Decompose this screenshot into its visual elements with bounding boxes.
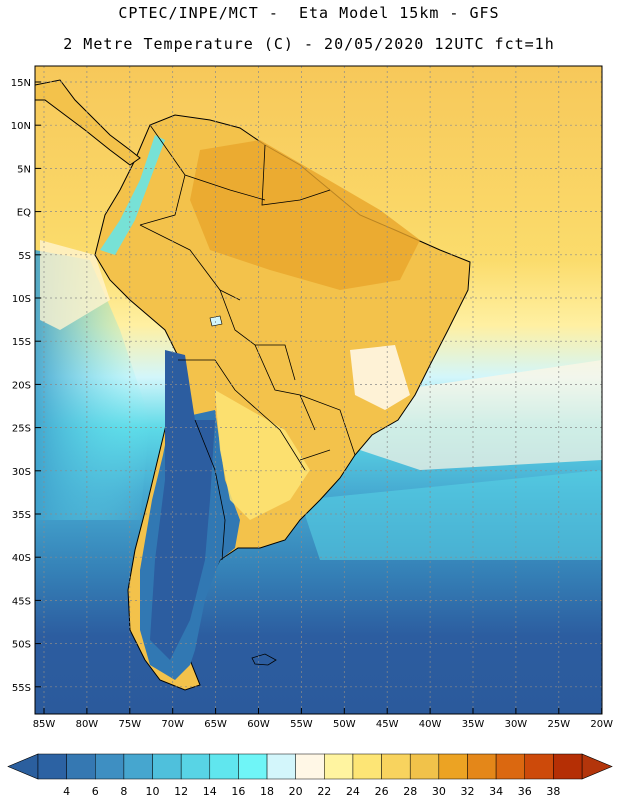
colorbar-label: 32 — [460, 785, 474, 798]
central-america-landmass — [35, 79, 141, 166]
colorbar-swatch — [295, 753, 325, 780]
colorbar-label: 30 — [432, 785, 446, 798]
colorbar-label: 16 — [231, 785, 245, 798]
lat-label: 25S — [12, 424, 31, 435]
lon-label: 50W — [333, 719, 356, 730]
colorbar-label: 36 — [518, 785, 532, 798]
colorbar-swatch — [37, 753, 67, 780]
lon-label: 70W — [161, 719, 184, 730]
lon-label: 85W — [33, 719, 56, 730]
lon-label: 75W — [118, 719, 141, 730]
atlantic-warm-band — [330, 360, 602, 470]
colorbar-swatch — [524, 753, 554, 780]
colorbar-swatch — [409, 753, 440, 780]
lat-label: 15N — [11, 78, 31, 89]
colorbar-swatch — [238, 753, 268, 780]
lon-label: 60W — [247, 719, 270, 730]
longitude-axis: 85W 80W 75W 70W 65W 60W 55W 50W 45W 40W 35W 30W 25W 2… — [33, 708, 613, 730]
pampas-mild-zone — [215, 390, 310, 520]
brazil-highlands-pale — [350, 345, 410, 410]
lat-label: 45S — [12, 596, 31, 607]
latitude-axis: 15N 10N 5N EQ 5S 10S 15S 20S 25S 30S 35S 40S 45S 50S 5… — [11, 78, 41, 694]
lat-label: 55S — [12, 683, 31, 694]
colorbar-swatch — [209, 753, 239, 780]
lat-label: 50S — [12, 640, 31, 651]
lon-label: 40W — [419, 719, 442, 730]
colorbar: 4 6 8 10 12 14 16 18 20 22 24 26 28 30 32 34 36 38 — [7, 753, 613, 798]
lat-label: 10N — [11, 121, 31, 132]
lon-label: 20W — [590, 719, 613, 730]
lat-label: 5S — [18, 251, 31, 262]
colorbar-swatch — [495, 753, 525, 780]
pacific-pale-band — [40, 240, 110, 330]
colorbar-label: 22 — [317, 785, 331, 798]
colorbar-label: 6 — [92, 785, 99, 798]
lat-label: 40S — [12, 553, 31, 564]
lat-label: EQ — [17, 208, 31, 219]
lon-label: 65W — [204, 719, 227, 730]
colorbar-swatch — [553, 753, 583, 780]
lat-label: 35S — [12, 510, 31, 521]
lon-label: 25W — [547, 719, 570, 730]
colorbar-label: 38 — [546, 785, 560, 798]
lon-label: 35W — [462, 719, 485, 730]
lat-label: 10S — [12, 294, 31, 305]
andes-northern-strip — [100, 135, 165, 255]
colorbar-swatch — [152, 753, 182, 780]
colorbar-swatch — [438, 753, 468, 780]
colorbar-swatch — [352, 753, 382, 780]
lon-label: 30W — [505, 719, 528, 730]
colorbar-swatch — [266, 753, 296, 780]
falkland-islands — [251, 653, 277, 666]
lake-titicaca — [209, 315, 223, 327]
lon-label: 80W — [76, 719, 99, 730]
colorbar-swatch — [123, 753, 153, 780]
lon-label: 55W — [290, 719, 313, 730]
map-subtitle: 2 Metre Temperature (C) - 20/05/2020 12U… — [63, 35, 555, 53]
atlantic-cyan-band — [300, 470, 602, 560]
map-title: CPTEC/INPE/MCT - Eta Model 15km - GFS — [118, 4, 500, 22]
colorbar-swatch — [95, 753, 125, 780]
colorbar-swatch — [180, 753, 211, 780]
colorbar-label: 26 — [375, 785, 389, 798]
colorbar-label: 14 — [203, 785, 217, 798]
lon-label: 45W — [376, 719, 399, 730]
colorbar-swatch — [324, 753, 354, 780]
colorbar-label: 4 — [63, 785, 70, 798]
colorbar-swatch — [66, 753, 96, 780]
colorbar-label: 20 — [289, 785, 303, 798]
lat-label: 15S — [12, 337, 31, 348]
lat-label: 20S — [12, 380, 31, 391]
lat-label: 5N — [17, 164, 31, 175]
colorbar-label: 10 — [146, 785, 160, 798]
colorbar-label: 18 — [260, 785, 274, 798]
colorbar-label: 34 — [489, 785, 503, 798]
colorbar-high-arrow — [581, 753, 613, 780]
map-frame — [34, 65, 603, 715]
amazon-hot-zone — [190, 140, 420, 290]
country-borders — [139, 124, 356, 561]
lat-label: 30S — [12, 467, 31, 478]
colorbar-swatch — [467, 753, 497, 780]
colorbar-low-arrow — [7, 753, 39, 780]
colorbar-label: 12 — [174, 785, 188, 798]
colorbar-label: 24 — [346, 785, 360, 798]
colorbar-label: 8 — [120, 785, 127, 798]
colorbar-label: 28 — [403, 785, 417, 798]
colorbar-swatch — [381, 753, 411, 780]
